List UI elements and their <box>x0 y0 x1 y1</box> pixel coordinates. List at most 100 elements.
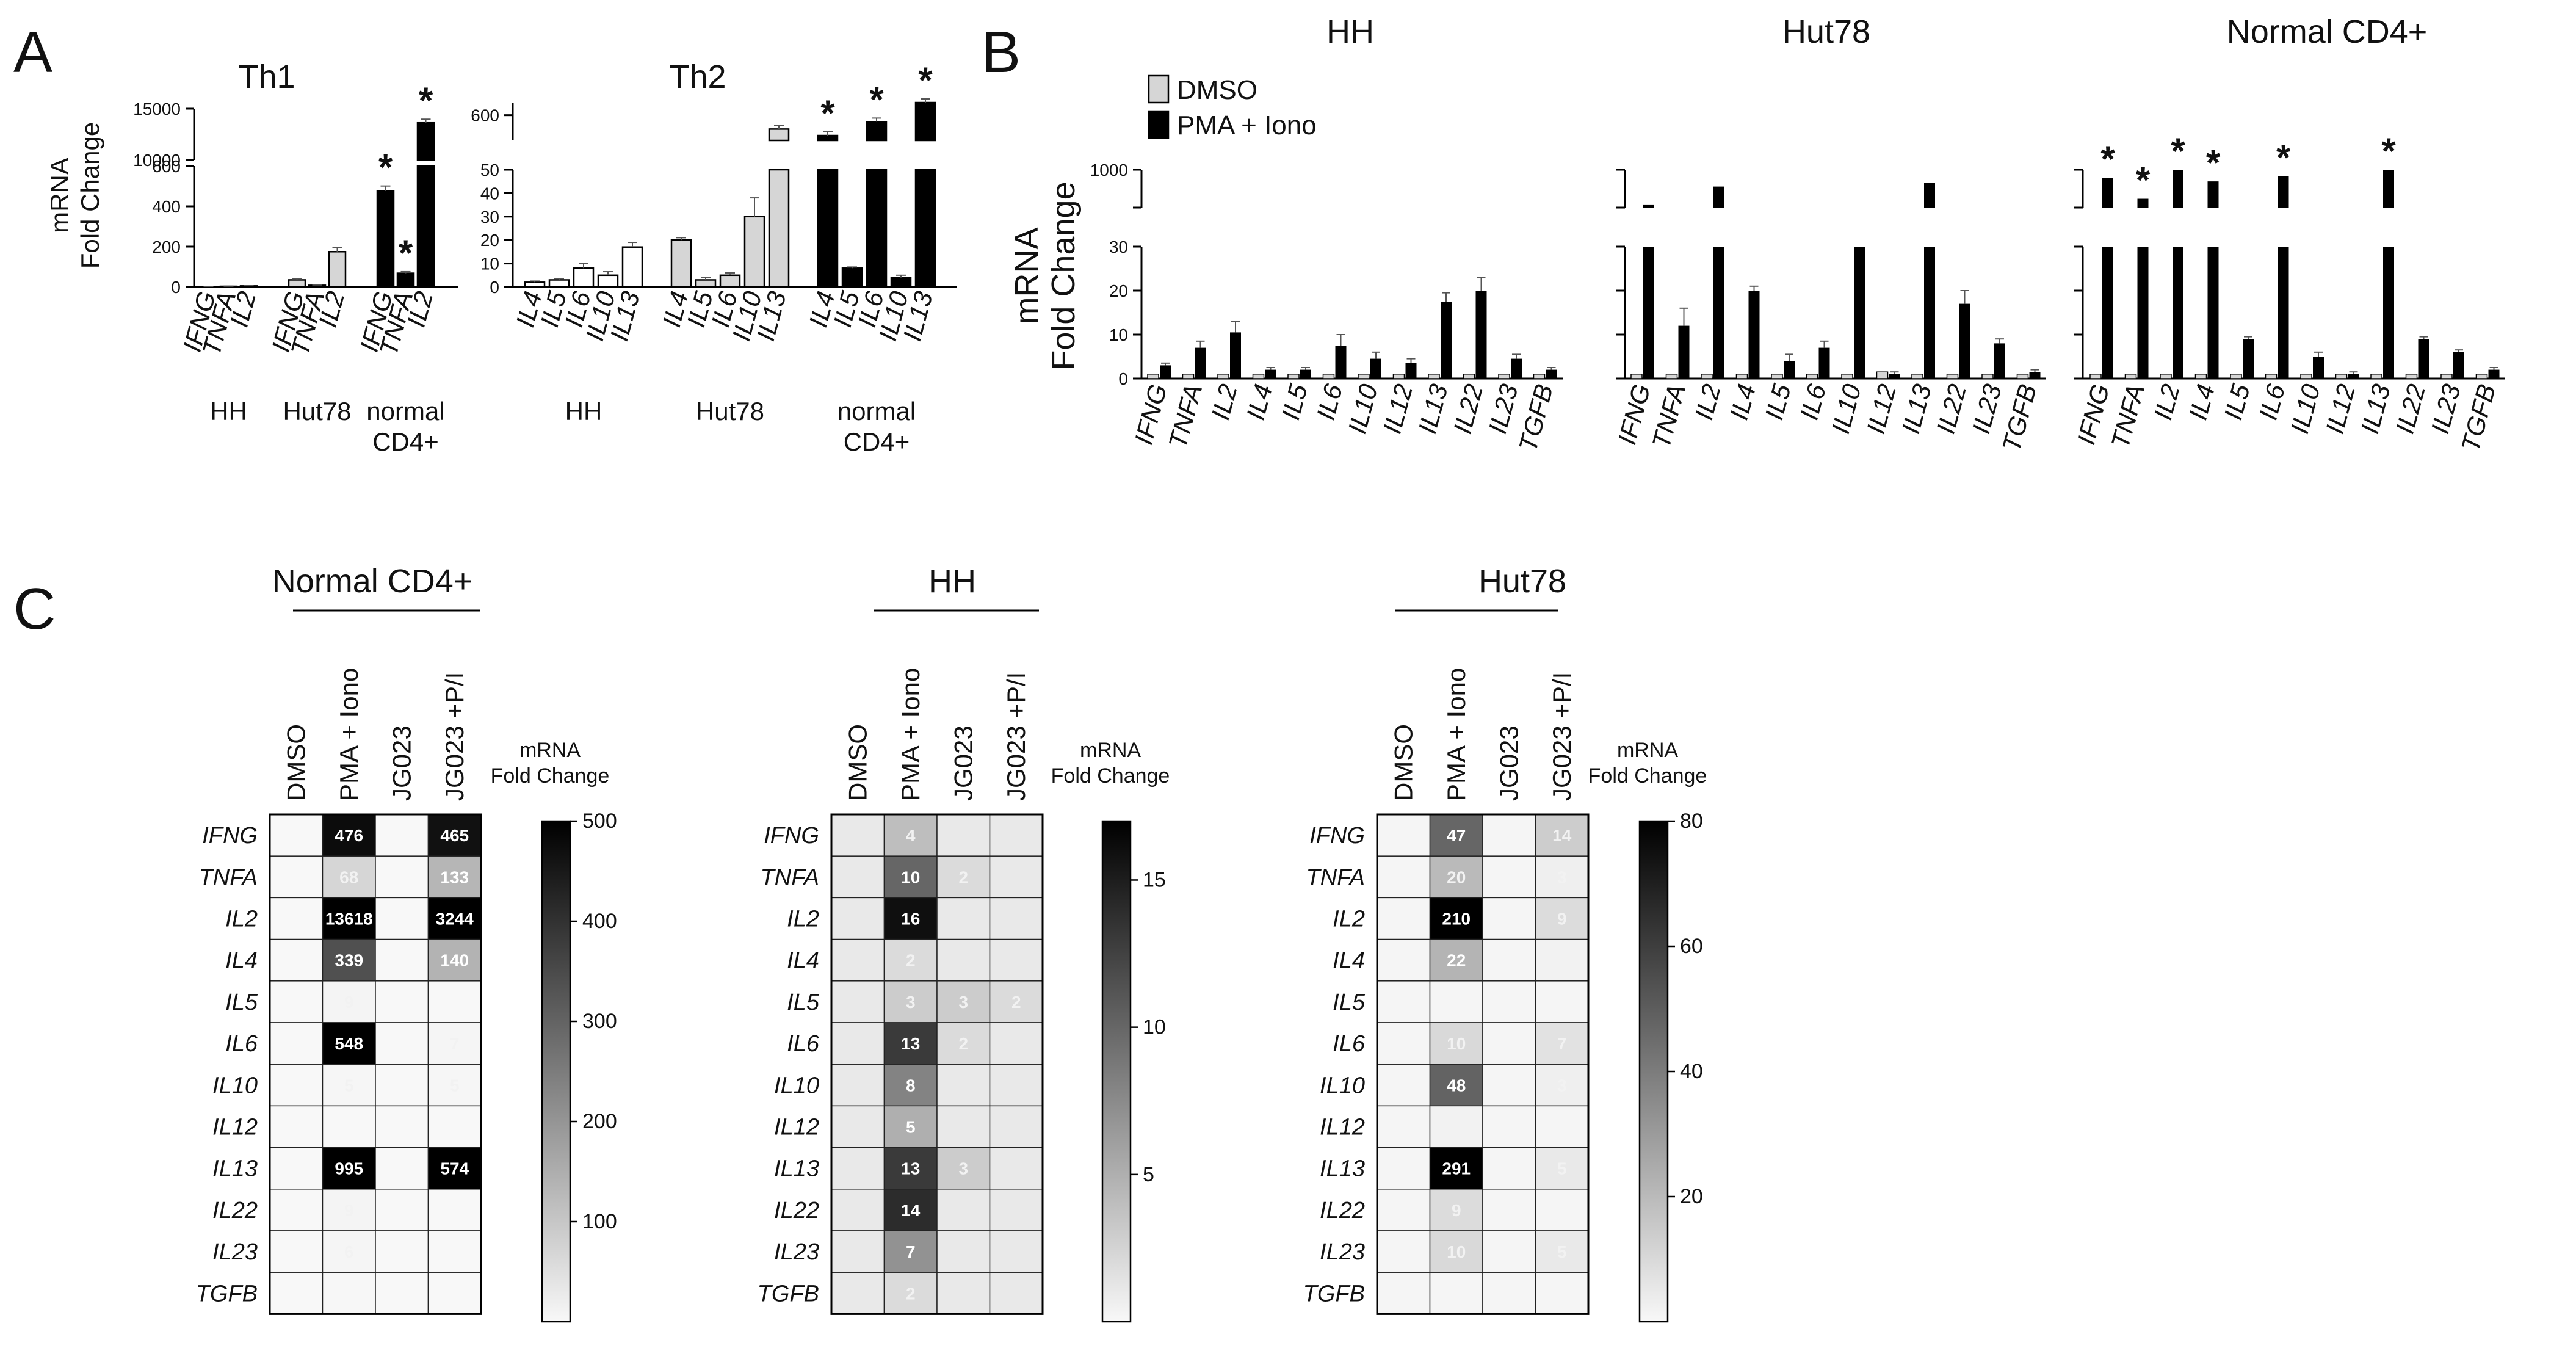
bar-pma <box>1160 365 1171 379</box>
cell-value: 10 <box>1447 1034 1466 1053</box>
bar <box>308 284 327 288</box>
gene-label: IL10 <box>1342 381 1383 437</box>
heatmap-cell <box>883 897 938 940</box>
heatmap-cell <box>936 897 991 940</box>
bar-pma <box>2278 247 2289 379</box>
bar <box>914 168 936 288</box>
bar-pma <box>1265 369 1276 379</box>
heatmap-cell <box>1429 980 1483 1023</box>
heatmap-cell <box>427 980 482 1023</box>
row-label: IL13 <box>1320 1156 1365 1182</box>
row-label: IL5 <box>1333 990 1366 1015</box>
bar <box>524 281 546 288</box>
bar-pma <box>2137 247 2149 379</box>
bar <box>670 239 692 288</box>
bar-dmso <box>2124 374 2137 379</box>
row-label: IL4 <box>1333 948 1365 974</box>
heatmap-cell <box>936 814 991 857</box>
significance-star: * <box>2276 137 2291 178</box>
bar-upper <box>866 121 888 142</box>
heatmap-cell <box>1482 1147 1536 1190</box>
ylabel-line: Fold Change <box>76 122 104 269</box>
group-label-line: HH <box>210 397 247 426</box>
heatmap-cell <box>989 855 1043 899</box>
row-label: IL23 <box>1320 1239 1365 1265</box>
cell-value: 9 <box>344 993 354 1012</box>
cell-value: 291 <box>1442 1159 1471 1178</box>
heatmap-cell <box>1482 1064 1536 1107</box>
bar <box>288 279 306 288</box>
bar-dmso <box>1841 374 1853 379</box>
bar-pma <box>1818 347 1830 379</box>
bar-dmso <box>1630 374 1643 379</box>
bar-pma <box>2102 247 2113 379</box>
legend-label: PMA + Iono <box>1177 111 1317 140</box>
bar-dmso <box>1701 374 1713 379</box>
heatmap-cell <box>831 938 885 982</box>
bar-pma <box>2029 372 2041 379</box>
bar-pma <box>2348 374 2359 379</box>
significance-star: * <box>2100 139 2115 179</box>
heatmap-cell <box>375 1147 429 1190</box>
cell-value: 3 <box>1557 1076 1567 1095</box>
heatmap-cell <box>1429 814 1483 857</box>
heatmap-cell <box>1482 855 1536 899</box>
heatmap-cell <box>427 1272 482 1315</box>
gene-label: IL23 <box>1483 381 1524 437</box>
heatmap-cell <box>1377 1105 1431 1148</box>
heatmap-cell <box>427 1105 482 1148</box>
colorbar-tick-label: 10 <box>1143 1016 1166 1039</box>
gene-label: IL10 <box>1826 381 1867 437</box>
bar-pma <box>2383 247 2394 379</box>
bar-pma <box>1230 332 1241 379</box>
colorbar-title: Fold Change <box>491 764 610 788</box>
bar-dmso <box>2016 374 2029 379</box>
bar-pma-upper <box>2383 170 2394 208</box>
heatmap-cell <box>936 1189 991 1231</box>
significance-star: * <box>2381 131 2396 172</box>
heatmap-cell <box>1429 1230 1483 1273</box>
y-tick-label: 40 <box>480 184 499 203</box>
legend-label: DMSO <box>1177 75 1257 105</box>
significance-star: * <box>2136 160 2151 201</box>
row-label: IL10 <box>1320 1073 1365 1098</box>
heatmap-cell <box>1482 1022 1536 1065</box>
heatmap-cell <box>831 897 885 940</box>
cell-value: 3 <box>906 993 916 1012</box>
colorbar-title: Fold Change <box>1051 764 1170 788</box>
heatmap-cell <box>1482 980 1536 1023</box>
cell-value: 4 <box>906 826 916 845</box>
gene-label: IL23 <box>2425 381 2466 437</box>
bar-pma <box>2243 339 2254 379</box>
column-header: JG023 <box>387 725 416 801</box>
bar-pma <box>2418 339 2429 379</box>
heatmap-cell <box>1482 897 1536 940</box>
bar-dmso <box>2230 374 2242 379</box>
y-tick-label: 10 <box>1109 325 1128 344</box>
bar-pma <box>1959 303 1970 379</box>
heatmap-cell <box>269 897 324 940</box>
bar <box>719 274 741 288</box>
cell-value: 548 <box>335 1034 363 1053</box>
bar-dmso <box>1463 374 1475 379</box>
heatmap-cell <box>883 855 938 899</box>
bar <box>328 251 347 288</box>
heatmap-cell <box>322 1230 376 1273</box>
cell-value: 2 <box>1011 993 1021 1012</box>
bar-dmso <box>1911 374 1923 379</box>
group-label: normal CD4+ <box>366 397 444 456</box>
gene-label: IL2 <box>1206 381 1243 423</box>
cell-value: 2 <box>906 1284 916 1303</box>
heatmap-cell <box>989 980 1043 1023</box>
heatmap-cell <box>989 897 1043 940</box>
bar-pma-upper <box>2137 198 2149 208</box>
bar-pma <box>1713 247 1724 379</box>
ylabel-line: Fold Change <box>1045 181 1082 370</box>
heatmap-cell <box>989 1147 1043 1190</box>
bar-dmso <box>1806 374 1818 379</box>
heatmap-cell <box>883 1105 938 1148</box>
heatmap-cell <box>883 1272 938 1315</box>
group-label-line: normal <box>366 397 444 426</box>
bar-pma <box>1335 346 1347 379</box>
